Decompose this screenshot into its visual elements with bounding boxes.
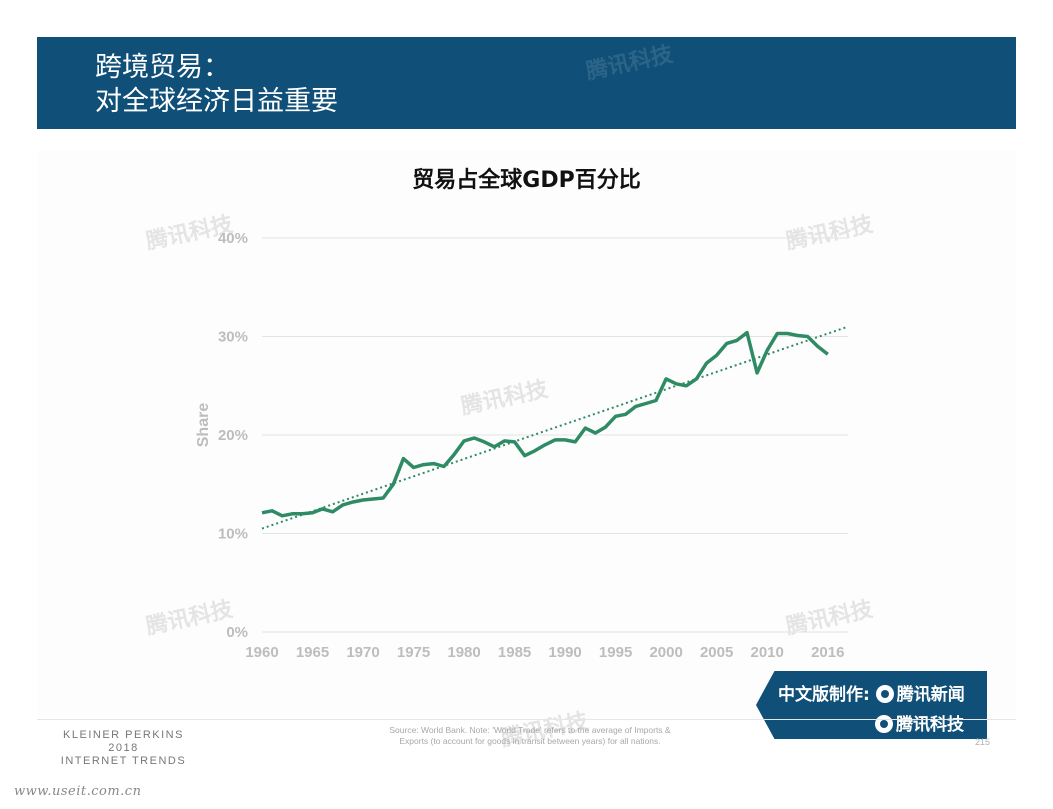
page-number: 215 <box>975 737 991 747</box>
x-tick-label: 1990 <box>548 644 581 661</box>
footer-divider <box>37 719 1016 720</box>
x-tick-label: 1975 <box>397 644 430 661</box>
y-axis-title: Share <box>195 403 212 448</box>
credit-label: 中文版制作: <box>778 685 870 705</box>
credit-box <box>756 671 987 739</box>
tencent-news-logo-icon <box>875 685 894 703</box>
footer-brand-line3: INTERNET TRENDS <box>60 755 187 767</box>
x-tick-label: 1970 <box>346 644 379 661</box>
x-tick-label: 1995 <box>599 644 632 661</box>
x-tick-label: 1965 <box>296 644 329 661</box>
y-tick-label: 30% <box>218 329 248 346</box>
footer-brand-line1: KLEINER PERKINS <box>63 729 184 741</box>
page-title-line2: 对全球经济日益重要 <box>95 86 338 117</box>
y-tick-label: 20% <box>218 427 248 444</box>
x-tick-label: 2005 <box>700 644 733 661</box>
header-banner: 跨境贸易： 对全球经济日益重要 <box>37 37 1016 129</box>
series-line <box>261 330 829 518</box>
credit-line-1: 中文版制作: 腾讯新闻 <box>778 680 965 705</box>
footer-brand: KLEINER PERKINS 2018 INTERNET TRENDS <box>46 729 201 768</box>
credit-line-2: 腾讯科技 <box>875 710 964 735</box>
credit-brand-news: 腾讯新闻 <box>896 685 965 705</box>
x-tick-label: 1980 <box>447 644 480 661</box>
trendline <box>261 325 849 530</box>
y-tick-label: 40% <box>218 230 248 247</box>
credit-brand-tech: 腾讯科技 <box>896 715 964 735</box>
site-url: www.useit.com.cn <box>14 784 142 799</box>
x-tick-label: 1985 <box>498 644 531 661</box>
footer-brand-line2: 2018 <box>108 742 139 754</box>
y-tick-label: 0% <box>226 624 248 641</box>
x-tick-label: 2010 <box>750 644 783 661</box>
page-title-line1: 跨境贸易： <box>95 52 230 83</box>
x-tick-label: 1960 <box>245 644 278 661</box>
chart-title: 贸易占全球GDP百分比 <box>412 168 641 193</box>
page-title: 跨境贸易： 对全球经济日益重要 <box>95 51 338 119</box>
source-line1: Source: World Bank. Note: 'World Trade' … <box>389 725 671 735</box>
tencent-tech-logo-icon <box>875 715 893 733</box>
source-line2: Exports (to account for goods in transit… <box>399 736 661 746</box>
y-tick-label: 10% <box>218 526 248 543</box>
x-tick-label: 2000 <box>649 644 682 661</box>
source-note: Source: World Bank. Note: 'World Trade' … <box>340 725 720 747</box>
x-tick-label: 2016 <box>811 644 844 661</box>
